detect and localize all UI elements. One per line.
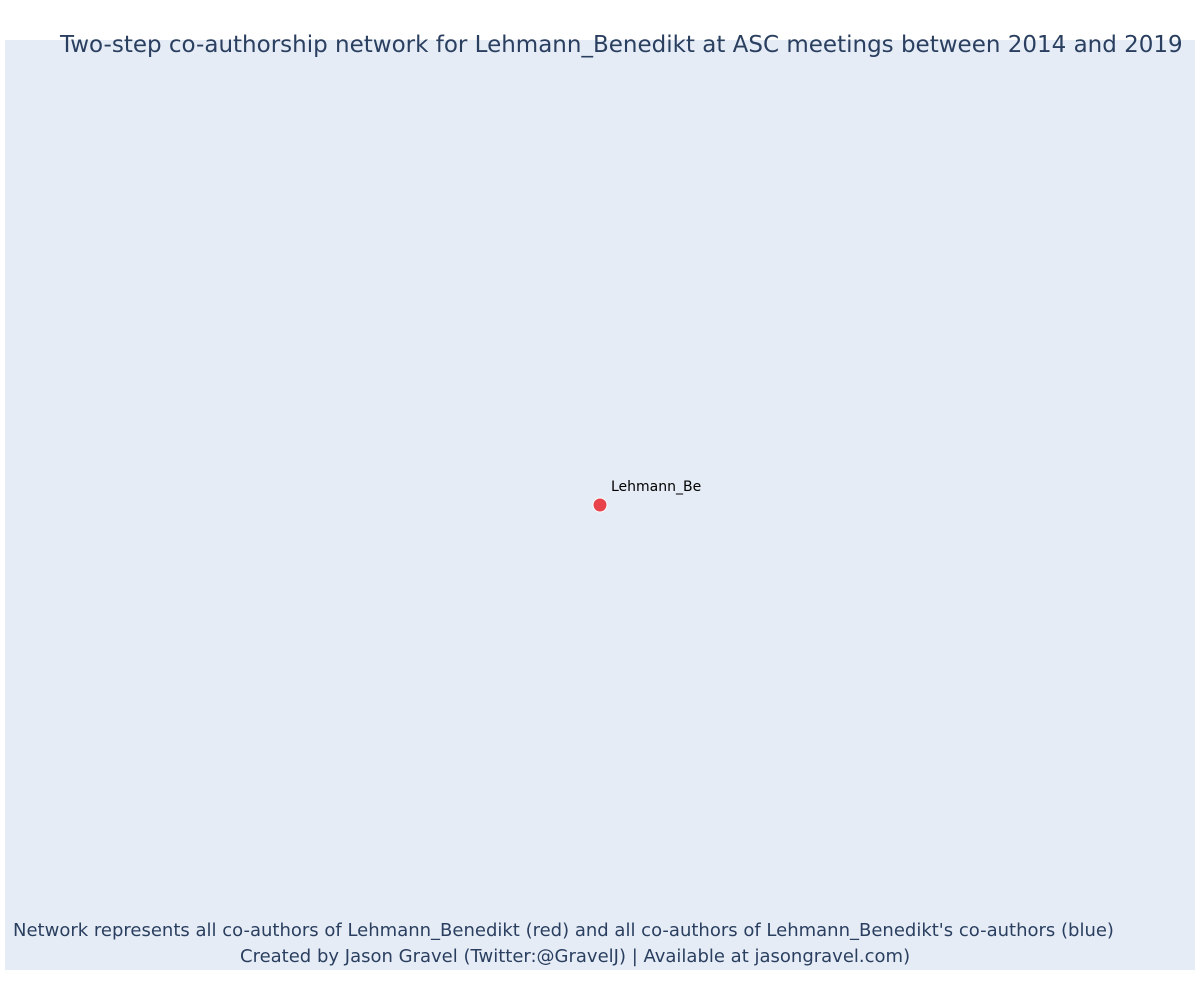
caption-line-2: Created by Jason Gravel (Twitter:@Gravel… [240,946,911,967]
node-label: Lehmann_Be [611,479,701,495]
caption-line-1: Network represents all co-authors of Leh… [13,920,1114,941]
chart-title: Two-step co-authorship network for Lehma… [60,32,1183,58]
focal-author-node[interactable] [592,497,608,513]
